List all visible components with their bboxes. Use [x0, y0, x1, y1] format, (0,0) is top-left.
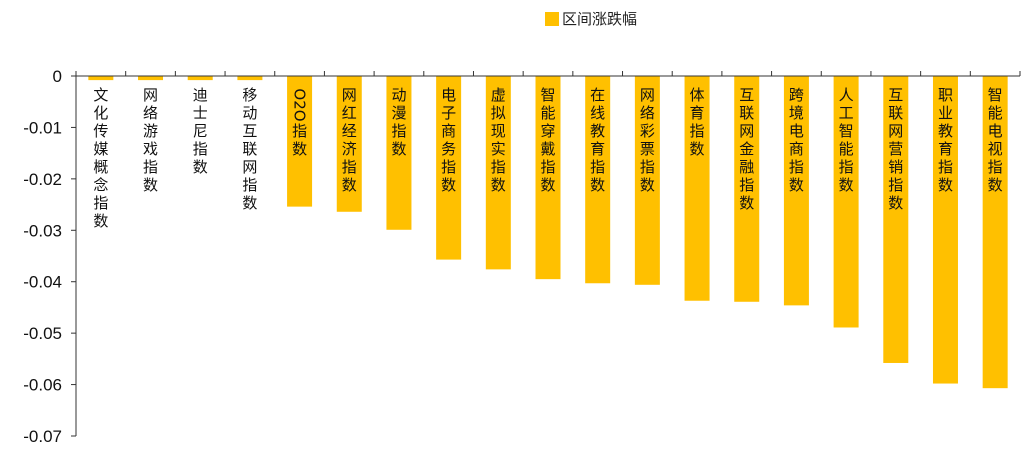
bar	[833, 76, 859, 328]
y-tick-label: -0.05	[23, 324, 62, 343]
category-label: 互联网金融指数	[739, 86, 754, 212]
category-label: 虚拟现实指数	[491, 86, 506, 194]
legend-swatch	[545, 11, 559, 26]
bar	[187, 76, 213, 81]
y-axis: 0 -0.01 -0.02 -0.03 -0.04 -0.05 -0.06 -0.07	[23, 67, 77, 446]
bar	[386, 76, 412, 230]
category-label: 体育指数	[690, 86, 705, 158]
category-label: 智能电视指数	[988, 86, 1003, 194]
y-tick-label: -0.07	[23, 427, 62, 446]
chart-legend: 区间涨跌幅	[545, 8, 637, 29]
bar	[585, 76, 611, 284]
category-label: 人工智能指数	[839, 86, 854, 194]
category-label: 职业教育指数	[938, 86, 953, 194]
bar	[436, 76, 462, 260]
legend-label: 区间涨跌幅	[562, 10, 638, 28]
bar	[734, 76, 760, 302]
y-tick-label: -0.06	[23, 376, 62, 395]
bar	[783, 76, 809, 306]
bar	[88, 76, 114, 81]
category-label: 网红经济指数	[342, 86, 357, 194]
y-tick-label: -0.02	[23, 170, 62, 189]
bar	[138, 76, 164, 81]
bar	[883, 76, 909, 363]
y-tick-label: 0	[53, 67, 62, 86]
y-tick-label: -0.04	[23, 273, 62, 292]
bar	[684, 76, 710, 301]
svg-text:O2O: O2O	[291, 88, 309, 121]
bar	[485, 76, 511, 270]
category-label: 跨境电商指数	[789, 86, 804, 194]
bar	[634, 76, 660, 285]
category-label: 动漫指数	[391, 86, 406, 158]
x-axis	[75, 71, 1021, 77]
bars	[88, 76, 1008, 389]
category-label: 互联网营销指数	[888, 86, 903, 212]
bar	[287, 76, 313, 207]
bar	[982, 76, 1008, 389]
category-label: 电子商务指数	[441, 86, 456, 194]
y-tick-label: -0.01	[23, 118, 62, 137]
bar	[336, 76, 362, 212]
bar	[237, 76, 263, 81]
category-label: 网络游戏指数	[143, 86, 158, 194]
category-label: 指数	[292, 122, 307, 158]
category-label: 移动互联网指数	[242, 86, 257, 212]
category-label: 文化传媒概念指数	[93, 86, 108, 230]
category-label: 网络彩票指数	[640, 86, 655, 194]
category-label: 迪士尼指数	[193, 86, 208, 176]
category-label: 在线教育指数	[590, 86, 605, 194]
category-label: 智能穿戴指数	[540, 86, 555, 194]
y-tick-label: -0.03	[23, 221, 62, 240]
bar	[932, 76, 958, 384]
bar	[535, 76, 561, 280]
